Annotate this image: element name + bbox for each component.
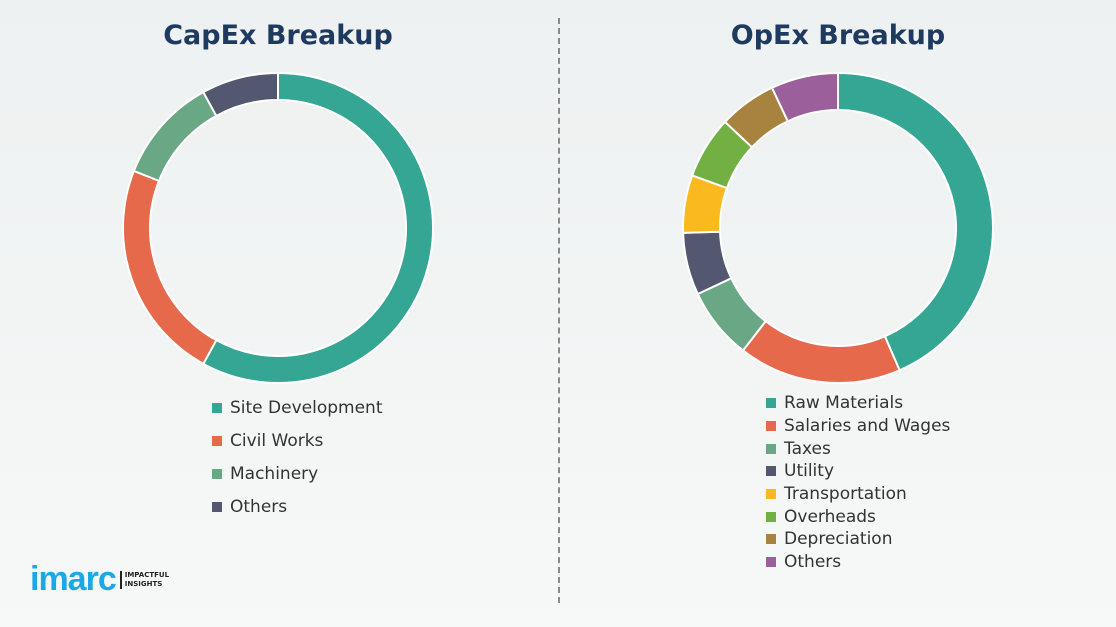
legend-item: Others	[766, 551, 950, 574]
legend-label: Machinery	[230, 463, 319, 484]
legend-label: Site Development	[230, 397, 383, 418]
capex-title: CapEx Breakup	[163, 20, 393, 51]
divider	[558, 18, 560, 603]
legend-item: Civil Works	[212, 424, 383, 457]
logo-tagline: IMPACTFUL INSIGHTS	[119, 570, 169, 589]
legend-item: Site Development	[212, 391, 383, 424]
legend-item: Depreciation	[766, 528, 950, 551]
legend-item: Others	[212, 490, 383, 523]
slice-civil-works	[122, 169, 218, 366]
slice-others	[770, 71, 839, 123]
legend-swatch	[766, 557, 776, 568]
opex-legend: Raw Materials Salaries and Wages Taxes Util…	[766, 392, 950, 574]
slice-machinery	[132, 90, 218, 183]
legend-swatch	[766, 466, 776, 477]
imarc-logo: imarc IMPACTFUL INSIGHTS	[30, 560, 169, 599]
legend-swatch	[212, 501, 222, 512]
legend-item: Transportation	[766, 483, 950, 506]
legend-item: Utility	[766, 460, 950, 483]
legend-label: Transportation	[784, 484, 907, 505]
logo-text: imarc	[30, 560, 117, 598]
legend-label: Taxes	[784, 438, 831, 459]
slice-salaries-and-wages	[741, 319, 901, 384]
legend-item: Machinery	[212, 457, 383, 490]
legend-label: Overheads	[784, 506, 876, 527]
slice-site-development	[201, 71, 434, 384]
legend-item: Raw Materials	[766, 392, 950, 415]
legend-swatch	[766, 443, 776, 454]
legend-label: Utility	[784, 461, 835, 482]
legend-swatch	[212, 435, 222, 446]
legend-swatch	[766, 511, 776, 522]
legend-item: Salaries and Wages	[766, 415, 950, 438]
capex-donut	[122, 71, 434, 384]
legend-label: Salaries and Wages	[784, 416, 951, 437]
slice-raw-materials	[837, 71, 994, 372]
opex-title: OpEx Breakup	[730, 20, 946, 51]
legend-swatch	[766, 398, 776, 409]
legend-label: Depreciation	[784, 529, 893, 550]
legend-swatch	[766, 489, 776, 500]
legend-item: Taxes	[766, 437, 950, 460]
legend-item: Overheads	[766, 505, 950, 528]
legend-label: Raw Materials	[784, 393, 904, 414]
legend-label: Others	[784, 552, 842, 573]
legend-label: Civil Works	[230, 430, 324, 451]
legend-swatch	[212, 402, 222, 413]
capex-legend: Site Development Civil Works Machinery Othe…	[212, 391, 383, 523]
legend-swatch	[766, 421, 776, 432]
opex-donut	[682, 71, 994, 384]
slice-others	[201, 71, 279, 118]
legend-swatch	[212, 468, 222, 479]
legend-swatch	[766, 534, 776, 545]
legend-label: Others	[230, 496, 288, 517]
